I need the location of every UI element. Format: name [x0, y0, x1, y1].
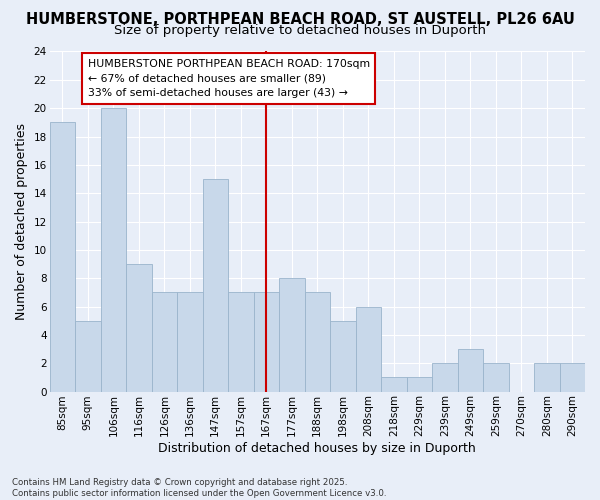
Bar	[279, 278, 305, 392]
Bar	[458, 349, 483, 392]
Bar	[407, 378, 432, 392]
Text: HUMBERSTONE PORTHPEAN BEACH ROAD: 170sqm
← 67% of detached houses are smaller (8: HUMBERSTONE PORTHPEAN BEACH ROAD: 170sqm…	[88, 58, 370, 98]
Bar	[534, 363, 560, 392]
Bar	[203, 179, 228, 392]
Bar	[50, 122, 75, 392]
Y-axis label: Number of detached properties: Number of detached properties	[15, 123, 28, 320]
Bar	[560, 363, 585, 392]
Bar	[75, 320, 101, 392]
Bar	[330, 320, 356, 392]
Bar	[126, 264, 152, 392]
Bar	[228, 292, 254, 392]
Text: Contains HM Land Registry data © Crown copyright and database right 2025.
Contai: Contains HM Land Registry data © Crown c…	[12, 478, 386, 498]
Text: Size of property relative to detached houses in Duporth: Size of property relative to detached ho…	[114, 24, 486, 37]
Bar	[483, 363, 509, 392]
Bar	[101, 108, 126, 392]
Bar	[254, 292, 279, 392]
Bar	[305, 292, 330, 392]
X-axis label: Distribution of detached houses by size in Duporth: Distribution of detached houses by size …	[158, 442, 476, 455]
Bar	[432, 363, 458, 392]
Bar	[177, 292, 203, 392]
Bar	[356, 306, 381, 392]
Bar	[152, 292, 177, 392]
Bar	[381, 378, 407, 392]
Text: HUMBERSTONE, PORTHPEAN BEACH ROAD, ST AUSTELL, PL26 6AU: HUMBERSTONE, PORTHPEAN BEACH ROAD, ST AU…	[26, 12, 574, 28]
